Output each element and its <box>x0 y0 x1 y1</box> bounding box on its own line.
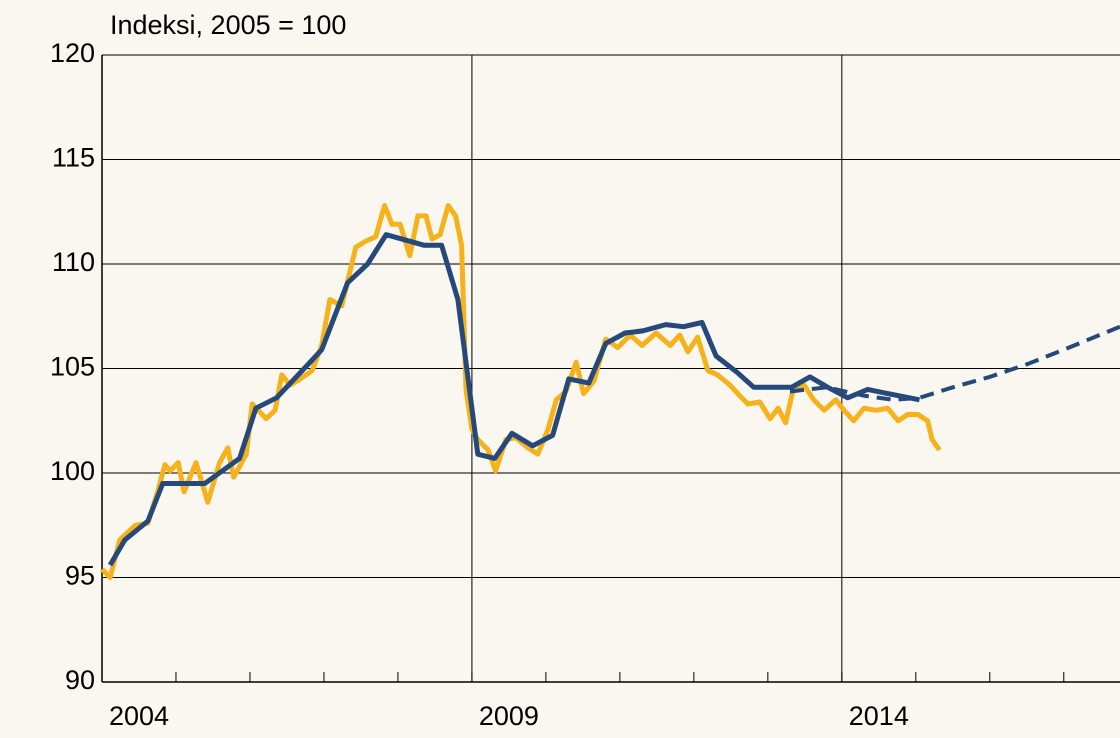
y-tick-label: 95 <box>65 561 95 591</box>
y-tick-label: 115 <box>52 143 95 173</box>
y-tick-label: 120 <box>50 38 95 68</box>
chart-title: Indeksi, 2005 = 100 <box>110 10 346 40</box>
y-tick-label: 110 <box>52 247 95 277</box>
y-tick-label: 100 <box>50 456 95 486</box>
data-line <box>107 232 920 567</box>
x-tick-label: 2014 <box>849 701 909 731</box>
y-tick-label: 90 <box>65 665 95 695</box>
x-tick-label: 2009 <box>479 701 539 731</box>
x-tick-label: 2004 <box>109 701 169 731</box>
forecast-line <box>789 324 1120 402</box>
y-tick-label: 105 <box>50 352 95 382</box>
